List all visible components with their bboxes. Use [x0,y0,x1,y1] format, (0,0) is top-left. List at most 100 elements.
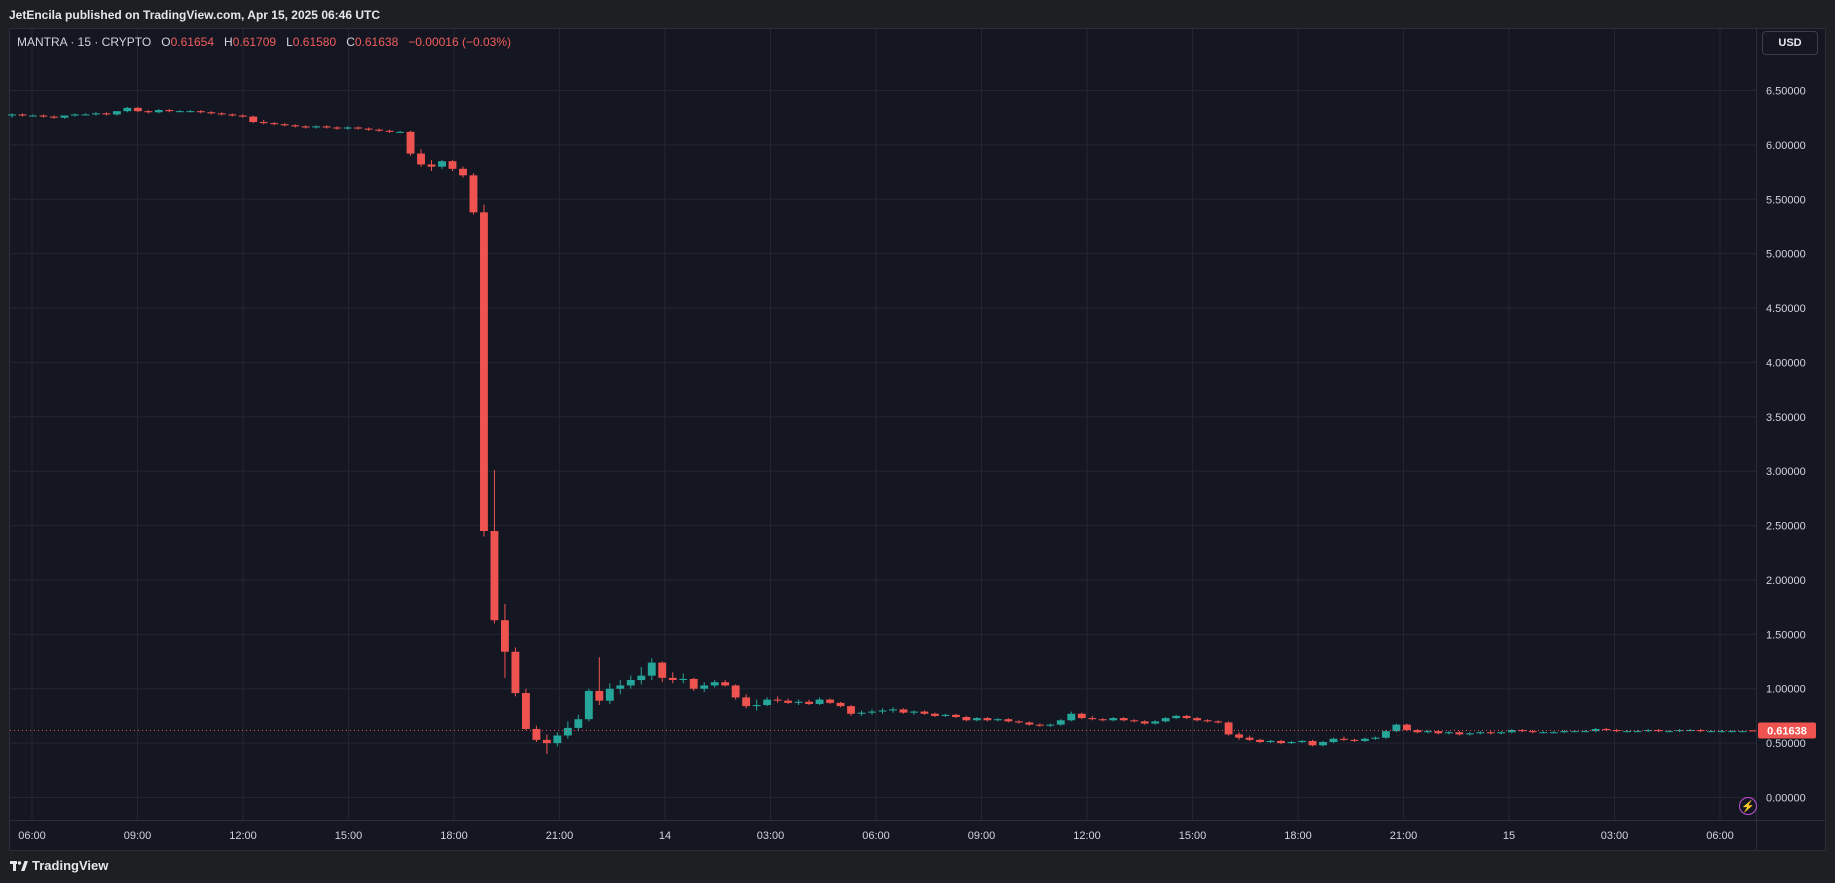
candle-body [1749,730,1757,732]
candle-body [459,168,467,176]
currency-button[interactable]: USD [1762,31,1818,55]
candle-body [962,717,971,721]
candle-body [1224,722,1233,735]
change-value: −0.00016 (−0.03%) [408,35,512,49]
candle-body [1728,731,1736,733]
candle-body [1088,718,1097,720]
candle-body [1444,732,1453,734]
time-tick-label: 09:00 [968,830,996,842]
candle-body [1056,720,1065,725]
candle-body [165,110,174,112]
publish-text: JetEncila published on TradingView.com, … [9,8,381,22]
symbol-label[interactable]: MANTRA · 15 · CRYPTO [17,35,152,49]
candle-body [123,107,132,112]
candle-body [857,712,866,714]
candle-body [207,112,216,114]
price-tick-label: 2.50000 [1766,521,1806,533]
candle-body [941,714,950,716]
candle-body [1172,715,1181,719]
candle-body [574,719,583,728]
candle-body [438,161,446,167]
candle-body [731,685,740,698]
candle-body [710,682,719,686]
candle-body [1161,718,1170,722]
candle-body [1035,724,1044,726]
tradingview-brand[interactable]: TradingView [10,858,108,873]
time-tick-label: 21:00 [1390,830,1418,842]
candle-body [1193,718,1202,721]
candle-body [280,124,289,126]
publish-header: JetEncila published on TradingView.com, … [0,0,1835,28]
candle-body [1256,739,1264,743]
candle-body [112,111,121,115]
time-tick-label: 03:00 [1601,830,1629,842]
candle-body [931,713,939,716]
candle-body [144,111,153,113]
candle-body [1423,731,1432,733]
candle-body [1392,724,1401,732]
high-value: 0.61709 [232,35,277,49]
candle-body [1644,730,1653,732]
candle-body [1434,731,1443,734]
candle-body [1329,738,1338,743]
grid-lines [10,29,1756,820]
candle-body [364,128,373,130]
time-tick-label: 15:00 [1179,830,1207,842]
candle-body [1591,728,1600,732]
candle-body [1707,731,1715,733]
candle-body [815,699,824,704]
candle-body [81,114,90,116]
time-tick-label: 09:00 [124,830,152,842]
candle-body [175,111,184,113]
price-tick-label: 3.00000 [1766,466,1806,478]
candlestick-chart[interactable]: 0.61638 0.00000 0.50000 1.00000 1.50000 2.00… [0,0,1835,851]
last-price-label: 0.61638 [1767,725,1807,737]
candle-body [1004,719,1013,722]
candle-body [1214,721,1223,723]
candle-body [951,714,960,718]
candle-body [1182,715,1191,719]
candle-body [773,699,782,701]
open-key: O [161,35,171,49]
time-tick-label: 18:00 [440,830,468,842]
candle-body [1025,722,1034,725]
lightning-icon[interactable]: ⚡ [1739,797,1757,815]
candle-body [1486,732,1495,734]
candle-body [752,705,761,707]
high-key: H [224,35,233,49]
candle-body [1340,738,1348,740]
price-axis: 0.00000 0.50000 1.00000 1.50000 2.00000 2.500… [1756,29,1806,850]
price-tick-label: 0.50000 [1766,738,1806,750]
candle-body [490,531,499,621]
candle-body [1623,731,1632,733]
candle-body [1665,731,1674,733]
low-value: 0.61580 [292,35,337,49]
footer [0,851,1835,883]
candle-body [553,735,562,744]
candle-body [626,680,635,686]
time-tick-label: 03:00 [757,830,785,842]
price-tick-label: 5.00000 [1766,249,1806,261]
candle-body [532,728,541,740]
candle-body [259,122,268,124]
candle-body [417,153,425,165]
candle-body [228,114,237,116]
candle-body [427,164,436,167]
candle-body [312,126,321,128]
candle-body [343,127,352,129]
chart-panel[interactable] [9,28,1826,851]
candle-body [993,719,1002,721]
close-key: C [346,35,355,49]
time-tick-label: 06:00 [862,830,890,842]
candle-body [291,125,300,127]
candle-body [1077,713,1086,719]
candle-body [826,699,834,703]
candle-body [469,175,478,213]
candle-body [1570,731,1579,733]
candle-body [1245,737,1254,740]
candle-body [700,685,709,689]
candle-body [511,651,520,694]
candle-body [238,115,247,117]
candle-body [1119,718,1128,721]
candle-body [595,690,604,701]
